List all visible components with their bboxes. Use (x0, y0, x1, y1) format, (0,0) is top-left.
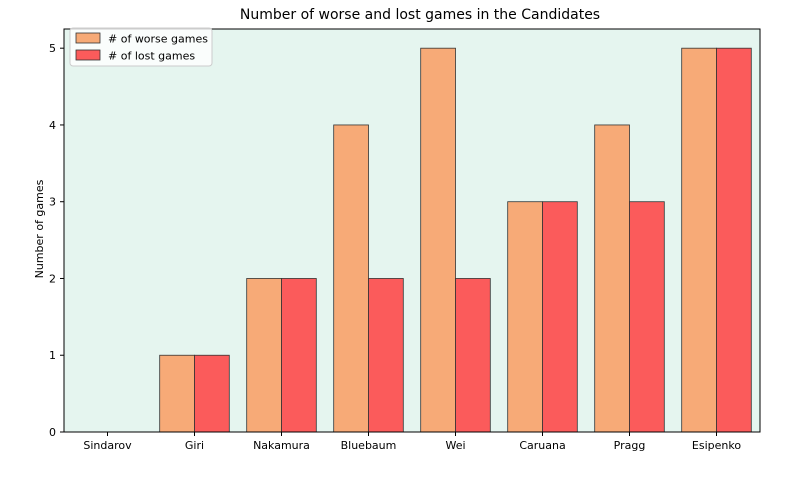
x-tick-label-sindarov: Sindarov (83, 439, 132, 452)
y-axis-label: Number of games (33, 179, 46, 278)
bar-lost-games-giri (194, 354, 230, 433)
y-tick-label: 1 (49, 349, 56, 362)
bar-worse-games-caruana (507, 201, 543, 433)
bar-lost-games-esipenko (716, 47, 752, 433)
plot-frame (63, 28, 761, 433)
bar-lost-games-nakamura (281, 278, 317, 433)
bar-worse-games-nakamura (246, 278, 282, 433)
y-tick-label: 4 (49, 119, 56, 132)
bar-worse-games-esipenko (681, 47, 717, 433)
bar-lost-games-caruana (542, 201, 578, 433)
legend-label-lost-games: # of lost games (108, 50, 195, 63)
bars-layer (159, 47, 752, 433)
bar-worse-games-pragg (594, 124, 630, 433)
chart-title: Number of worse and lost games in the Ca… (240, 7, 600, 23)
x-tick-label-esipenko: Esipenko (692, 439, 741, 452)
bar-lost-games-wei (455, 278, 491, 433)
bar-worse-games-bluebaum (333, 124, 369, 433)
x-tick-label-bluebaum: Bluebaum (341, 439, 397, 452)
y-tick-label: 0 (49, 426, 56, 439)
x-tick-label-nakamura: Nakamura (253, 439, 310, 452)
bar-lost-games-bluebaum (368, 278, 404, 433)
legend-swatch-worse-games (75, 32, 101, 44)
bar-worse-games-giri (159, 354, 195, 433)
y-tick-label: 5 (49, 42, 56, 55)
legend: # of worse games # of lost games (69, 27, 213, 67)
bar-lost-games-pragg (629, 201, 665, 433)
bar-worse-games-wei (420, 47, 456, 433)
legend-box (69, 27, 213, 67)
y-tick-label: 2 (49, 272, 56, 285)
y-axis: 0 1 2 3 4 5 (49, 42, 64, 439)
x-tick-label-giri: Giri (185, 439, 204, 452)
x-tick-label-caruana: Caruana (519, 439, 565, 452)
x-tick-label-pragg: Pragg (614, 439, 646, 452)
legend-label-worse-games: # of worse games (108, 33, 208, 46)
x-axis: Sindarov Giri Nakamura Bluebaum Wei Caruana Pr… (83, 432, 741, 452)
x-tick-label-wei: Wei (445, 439, 465, 452)
y-tick-label: 3 (49, 196, 56, 209)
legend-swatch-lost-games (75, 49, 101, 61)
